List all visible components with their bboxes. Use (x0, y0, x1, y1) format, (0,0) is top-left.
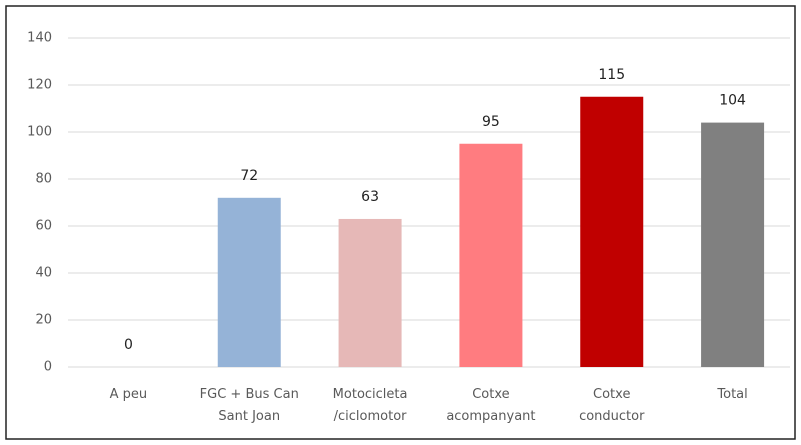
y-tick-label: 80 (35, 172, 52, 187)
data-label: 115 (598, 67, 625, 83)
x-tick-label: Cotxe conductor (579, 387, 645, 424)
data-label: 104 (719, 93, 746, 109)
data-label: 72 (240, 168, 258, 184)
x-tick-label: A peu (109, 387, 148, 402)
y-tick-label: 40 (35, 266, 52, 281)
bar (580, 96, 644, 367)
x-tick-label: Motocicleta /ciclomotor (332, 387, 408, 424)
y-tick-label: 60 (35, 219, 52, 234)
data-label: 0 (124, 337, 133, 353)
x-tick-label: Cotxe acompanyant (446, 387, 536, 424)
y-tick-label: 100 (27, 125, 52, 140)
y-tick-label: 0 (44, 360, 52, 375)
data-label: 95 (482, 114, 500, 130)
bar (459, 143, 523, 367)
x-tick-label: Total (717, 387, 748, 402)
y-tick-label: 120 (27, 78, 52, 93)
x-tick-label: FGC + Bus Can Sant Joan (199, 387, 299, 424)
bar (338, 218, 402, 367)
data-label: 63 (361, 189, 379, 205)
y-tick-label: 140 (27, 31, 52, 46)
bar (701, 122, 765, 367)
bar (217, 197, 281, 367)
y-tick-label: 20 (35, 313, 52, 328)
